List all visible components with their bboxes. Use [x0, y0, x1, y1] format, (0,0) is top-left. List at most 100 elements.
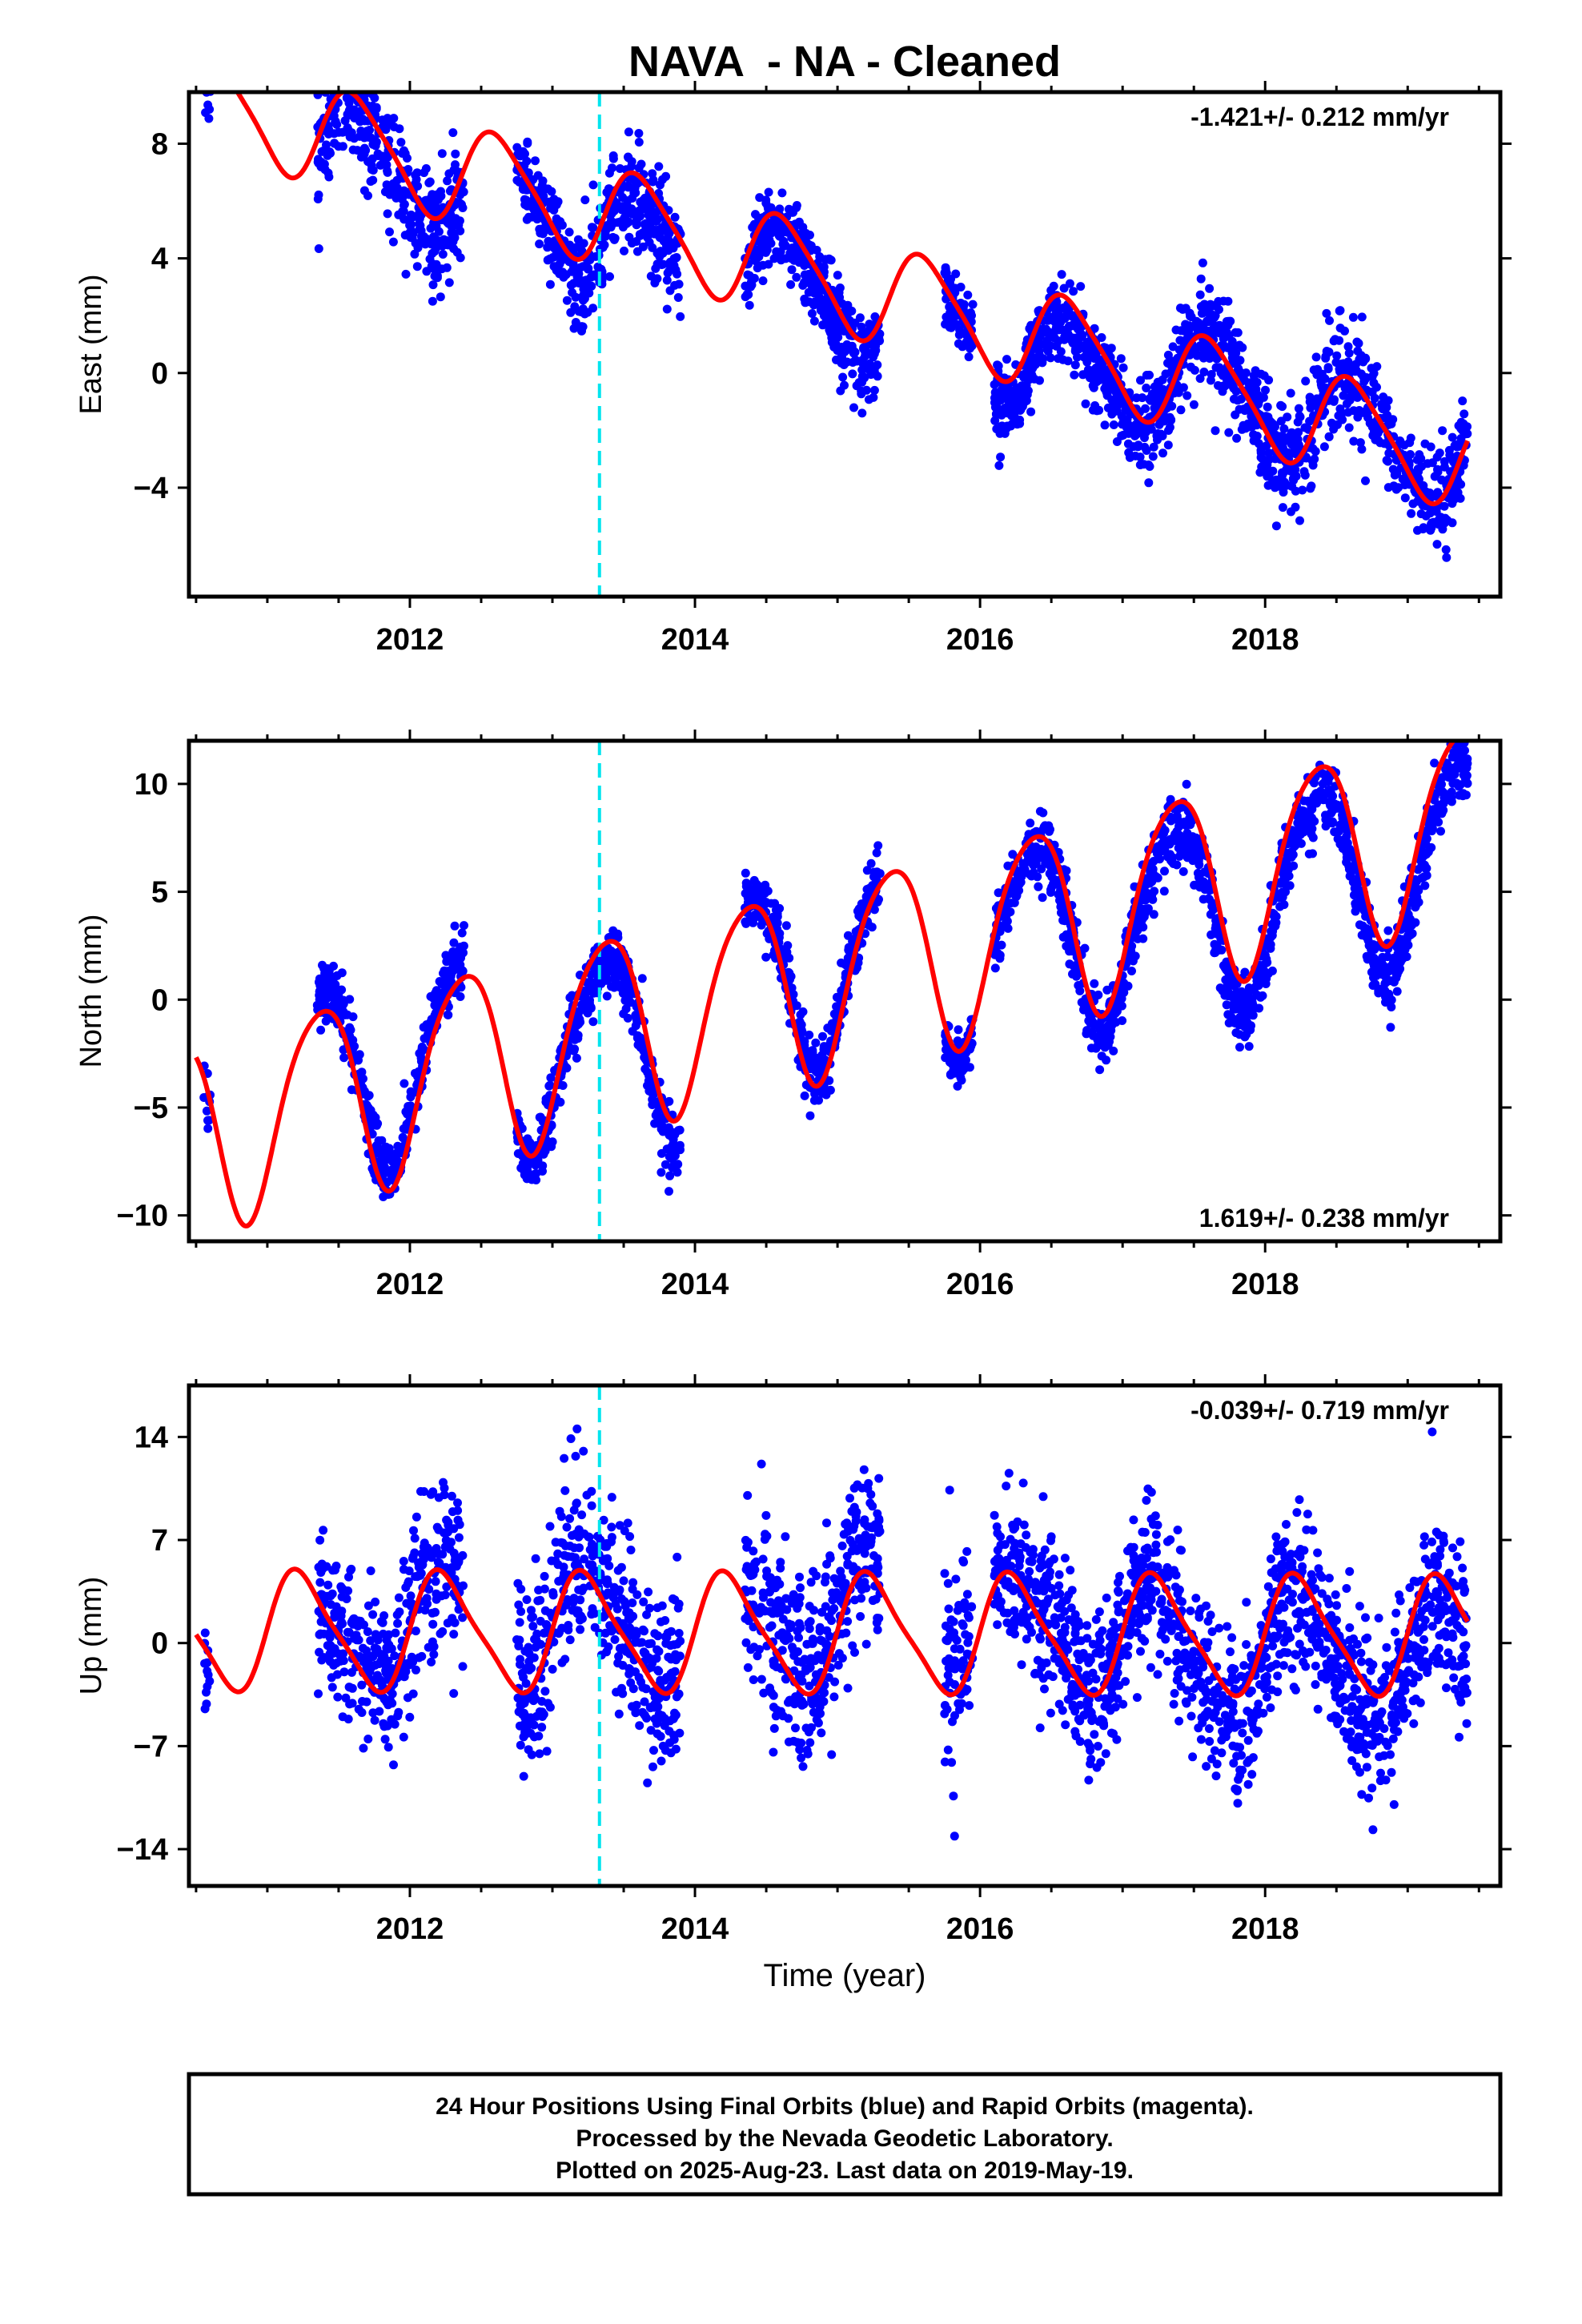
data-point: [1002, 907, 1011, 917]
data-point: [359, 143, 369, 153]
data-point: [655, 233, 665, 243]
data-point: [1070, 360, 1080, 370]
data-point: [757, 243, 766, 253]
data-point: [1145, 462, 1154, 471]
data-point: [1097, 333, 1106, 342]
data-point: [359, 130, 368, 139]
data-point: [455, 199, 464, 208]
data-point: [383, 167, 392, 177]
data-point: [545, 1080, 555, 1090]
east-model-fit-line: [235, 92, 1470, 507]
east-plot-frame: [187, 90, 1503, 599]
y-tick-label: −4: [134, 472, 168, 505]
data-point: [1138, 393, 1147, 403]
data-point: [840, 347, 849, 356]
data-point: [1300, 470, 1310, 480]
data-point: [339, 1053, 349, 1063]
data-point: [1158, 448, 1167, 458]
data-point: [582, 999, 591, 1009]
data-point: [1038, 808, 1048, 818]
data-point: [1123, 981, 1133, 991]
data-point: [849, 403, 858, 412]
y-tick-label: 0: [151, 357, 168, 391]
data-point: [991, 398, 1001, 407]
data-point: [1011, 401, 1021, 411]
data-point: [1095, 1065, 1105, 1075]
data-point: [1140, 442, 1150, 452]
data-point: [422, 1020, 432, 1029]
data-point: [1264, 448, 1274, 458]
data-point: [350, 77, 359, 86]
data-point: [330, 972, 339, 982]
data-point: [611, 961, 620, 971]
data-point: [382, 151, 391, 160]
figure-title: NAVA - NA - Cleaned: [628, 38, 1061, 86]
data-point: [994, 361, 1003, 371]
data-point: [609, 235, 619, 244]
data-point: [1391, 485, 1401, 494]
data-point: [401, 1107, 411, 1116]
data-point: [1189, 400, 1199, 409]
data-point: [401, 269, 411, 279]
data-point: [1160, 866, 1169, 876]
data-point: [628, 209, 637, 219]
data-point: [781, 241, 790, 251]
data-point: [315, 987, 324, 996]
data-point: [1302, 453, 1311, 463]
data-point: [1463, 429, 1472, 439]
data-point: [1254, 439, 1263, 448]
data-point: [389, 123, 399, 131]
data-point: [622, 218, 632, 227]
data-point: [1433, 464, 1442, 474]
data-point: [1086, 1043, 1096, 1053]
data-point: [1094, 990, 1103, 999]
data-point: [556, 219, 565, 229]
data-point: [346, 57, 355, 66]
data-point: [835, 326, 844, 336]
data-point: [805, 1111, 815, 1120]
data-point: [346, 78, 355, 87]
data-point: [1052, 341, 1062, 351]
data-point: [1068, 947, 1077, 956]
data-point: [1436, 826, 1445, 836]
data-point: [862, 866, 872, 875]
data-point: [1240, 406, 1250, 416]
data-point: [459, 941, 468, 951]
data-point: [1264, 455, 1274, 464]
data-point: [1337, 408, 1347, 418]
data-point: [1046, 353, 1055, 363]
data-point: [1322, 308, 1331, 318]
data-point: [583, 308, 592, 317]
data-point: [424, 1029, 432, 1039]
data-point: [429, 994, 439, 1003]
data-point: [1142, 371, 1151, 380]
data-point: [325, 79, 334, 88]
data-point: [871, 346, 881, 356]
data-point: [1168, 342, 1178, 352]
data-point: [1149, 910, 1158, 919]
data-point: [1263, 402, 1272, 412]
data-point: [634, 129, 644, 138]
data-point: [1071, 971, 1081, 981]
data-point: [1382, 977, 1391, 987]
data-point: [1449, 456, 1459, 465]
data-point: [1252, 432, 1262, 440]
data-point: [449, 938, 459, 947]
data-point: [1176, 326, 1186, 336]
data-point: [1175, 304, 1185, 313]
data-point: [1430, 758, 1439, 768]
data-point: [1435, 448, 1444, 458]
data-point: [872, 848, 881, 858]
data-point: [1326, 801, 1335, 810]
data-point: [1399, 440, 1409, 450]
data-point: [425, 255, 435, 263]
data-point: [313, 75, 322, 84]
data-point: [663, 268, 673, 278]
data-point: [329, 980, 339, 990]
data-point: [1035, 376, 1044, 385]
data-point: [1359, 357, 1368, 367]
data-point: [424, 178, 434, 187]
data-point: [1172, 860, 1182, 870]
data-point: [1221, 332, 1231, 342]
data-point: [1012, 890, 1022, 899]
